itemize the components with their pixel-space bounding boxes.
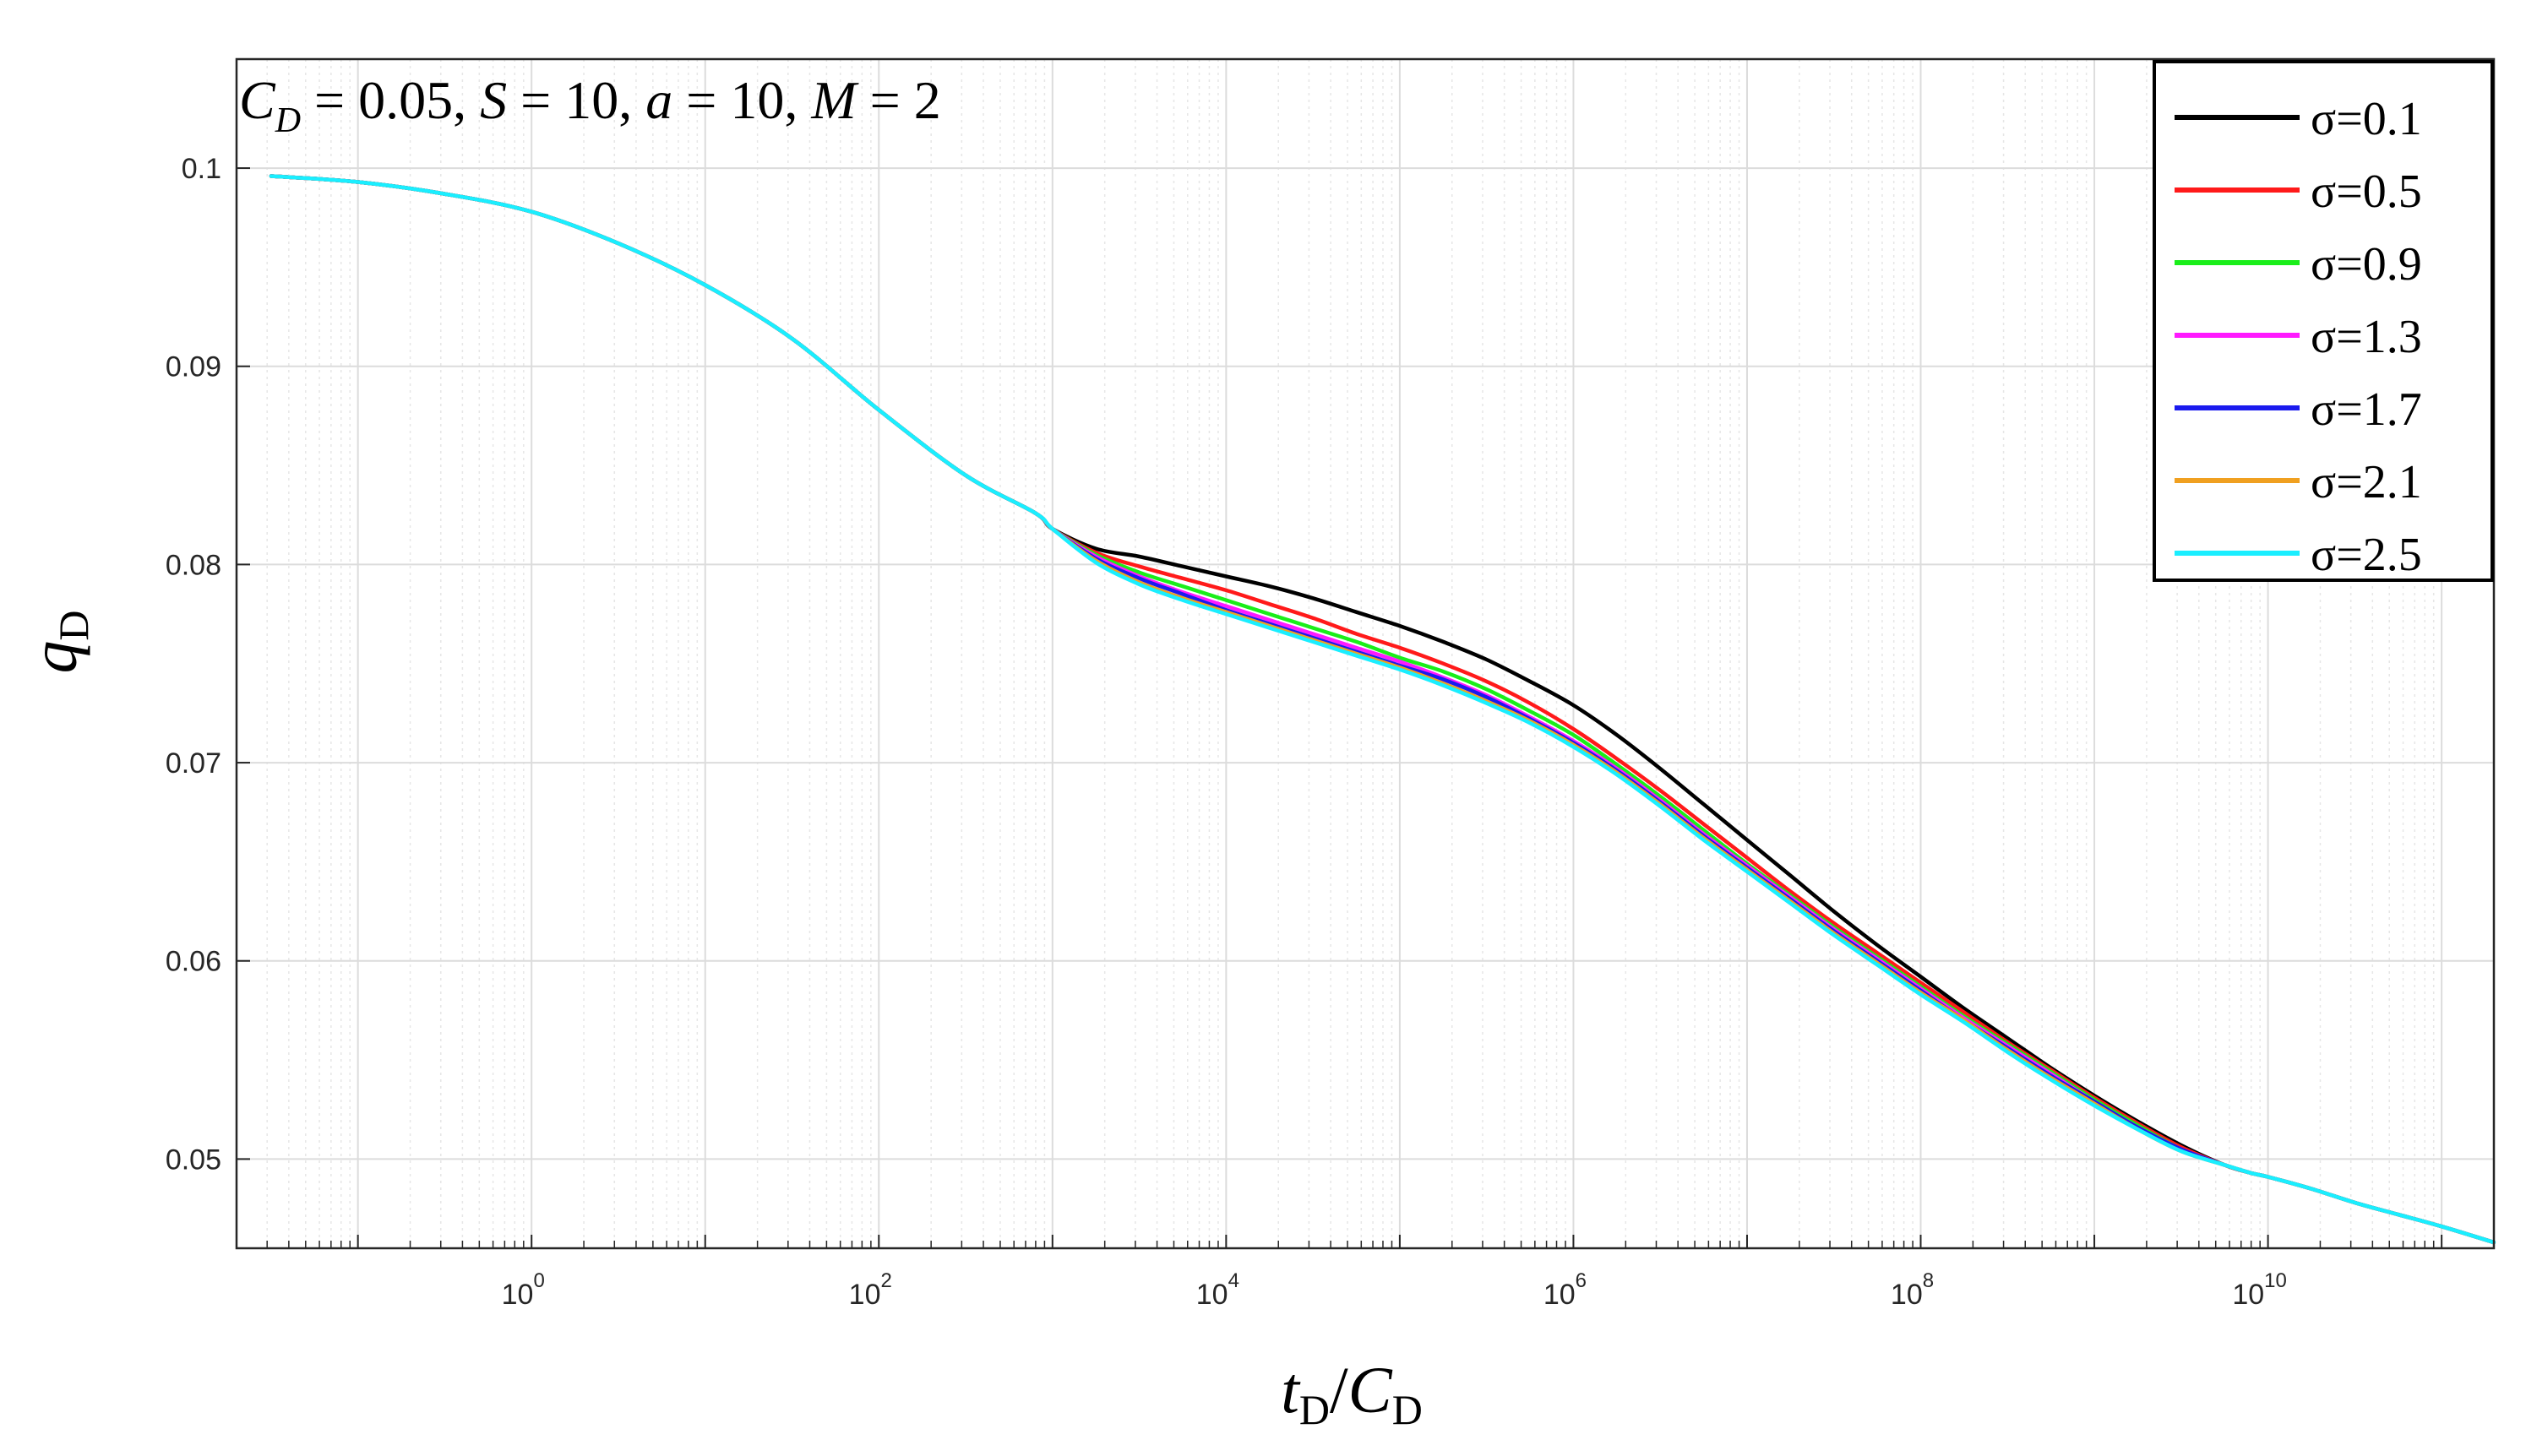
legend-label-7: σ=2.5 xyxy=(2311,529,2422,581)
x-tick-label: 108 xyxy=(1891,1269,1934,1311)
y-tick-label: 0.06 xyxy=(166,946,221,978)
plot-frame xyxy=(235,57,2496,1250)
parameter-annotation: CD = 0.05, S = 10, a = 10, M = 2 xyxy=(239,70,941,140)
y-tick-label: 0.07 xyxy=(166,747,221,780)
grid xyxy=(237,59,2494,1248)
x-tick-label: 102 xyxy=(849,1269,892,1311)
legend-label-6: σ=2.1 xyxy=(2311,456,2422,508)
legend-box xyxy=(2153,60,2494,582)
x-axis-label: tD/CD xyxy=(1281,1353,1423,1433)
legend: σ=0.1 σ=0.5 σ=0.9 σ=1.3 σ=1.7 σ=2.1 σ=2.5 xyxy=(2153,60,2494,582)
series-layer xyxy=(269,174,2496,1245)
legend-label-2: σ=0.5 xyxy=(2311,166,2422,218)
y-axis-label: qD xyxy=(17,610,97,673)
legend-label-3: σ=0.9 xyxy=(2311,238,2422,291)
legend-label-1: σ=0.1 xyxy=(2311,93,2422,145)
x-tick-label: 104 xyxy=(1196,1269,1239,1311)
x-tick-label: 1010 xyxy=(2232,1269,2287,1311)
y-tick-label: 0.05 xyxy=(166,1144,221,1176)
tick-labels: 0.05 0.06 0.07 0.08 0.09 0.1 100 102 104 106 108 10… xyxy=(166,153,2287,1311)
series-line-7 xyxy=(269,174,2496,1245)
x-tick-label: 106 xyxy=(1543,1269,1587,1311)
ticks xyxy=(237,167,2443,1248)
y-tick-label: 0.09 xyxy=(166,351,221,383)
x-tick-label: 100 xyxy=(502,1269,545,1311)
y-tick-label: 0.1 xyxy=(182,153,221,185)
legend-label-5: σ=1.7 xyxy=(2311,383,2422,436)
y-tick-label: 0.08 xyxy=(166,549,221,581)
legend-label-4: σ=1.3 xyxy=(2311,311,2422,363)
